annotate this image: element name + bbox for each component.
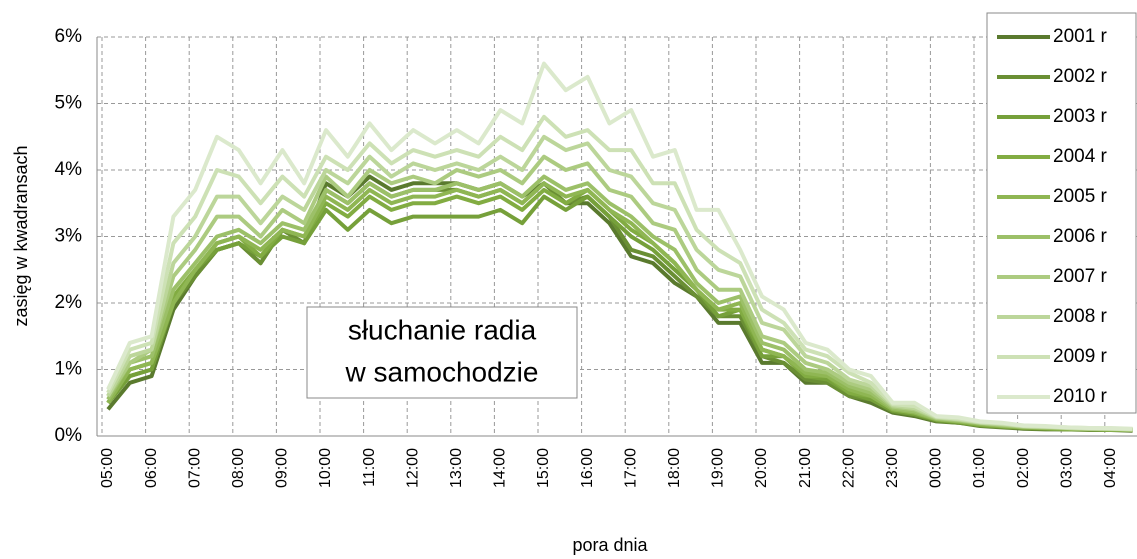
x-tick-label: 11:00 bbox=[361, 448, 378, 487]
x-tick-label: 13:00 bbox=[448, 448, 465, 488]
x-tick-label: 14:00 bbox=[492, 448, 509, 488]
x-tick-label: 06:00 bbox=[143, 448, 160, 488]
series-line bbox=[106, 114, 1133, 432]
x-tick-label: 01:00 bbox=[971, 448, 988, 488]
x-tick-label: 15:00 bbox=[535, 448, 552, 488]
x-tick-label: 19:00 bbox=[710, 448, 727, 488]
y-tick-label: 6% bbox=[55, 26, 83, 47]
x-tick-label: 08:00 bbox=[230, 448, 247, 488]
x-tick-label: 12:00 bbox=[404, 448, 421, 488]
x-tick-label: 07:00 bbox=[186, 448, 203, 488]
x-tick-label: 00:00 bbox=[928, 448, 945, 488]
x-tick-label: 23:00 bbox=[884, 448, 901, 488]
y-tick-label: 4% bbox=[55, 159, 83, 180]
annotation-box bbox=[306, 306, 578, 399]
x-tick-label: 09:00 bbox=[274, 448, 291, 488]
legend-box bbox=[986, 12, 1137, 414]
y-tick-label: 5% bbox=[55, 93, 83, 114]
y-tick-label: 2% bbox=[55, 292, 83, 313]
y-tick-label: 1% bbox=[55, 359, 83, 380]
annotation-text: w samochodzie bbox=[345, 356, 539, 387]
legend-label: 2010 r bbox=[1053, 386, 1108, 407]
x-tick-label: 02:00 bbox=[1015, 448, 1032, 488]
legend-label: 2001 r bbox=[1053, 26, 1108, 47]
legend-label: 2002 r bbox=[1053, 66, 1108, 87]
annotation-text: słuchanie radia bbox=[348, 314, 537, 345]
x-axis-label: pora dnia bbox=[572, 535, 648, 555]
x-tick-label: 21:00 bbox=[797, 448, 814, 488]
y-axis-label: zasięg w kwadransach bbox=[11, 145, 31, 326]
legend-label: 2009 r bbox=[1053, 346, 1108, 367]
legend-label: 2005 r bbox=[1053, 186, 1108, 207]
y-tick-label: 3% bbox=[55, 226, 83, 247]
x-tick-label: 16:00 bbox=[579, 448, 596, 488]
series-line bbox=[106, 61, 1133, 431]
legend-label: 2008 r bbox=[1053, 306, 1108, 327]
x-tick-label: 18:00 bbox=[666, 448, 683, 488]
x-tick-label: 17:00 bbox=[622, 448, 639, 488]
x-tick-label: 20:00 bbox=[753, 448, 770, 488]
legend-label: 2004 r bbox=[1053, 146, 1108, 167]
legend-label: 2007 r bbox=[1053, 266, 1108, 287]
x-tick-label: 05:00 bbox=[99, 448, 116, 488]
series-line bbox=[106, 154, 1133, 432]
legend-label: 2006 r bbox=[1053, 226, 1108, 247]
x-tick-label: 10:00 bbox=[317, 448, 334, 488]
x-tick-label: 03:00 bbox=[1058, 448, 1075, 488]
y-tick-label: 0% bbox=[55, 425, 83, 446]
x-tick-label: 04:00 bbox=[1102, 448, 1119, 488]
x-tick-label: 22:00 bbox=[840, 448, 857, 488]
legend-label: 2003 r bbox=[1053, 106, 1108, 127]
